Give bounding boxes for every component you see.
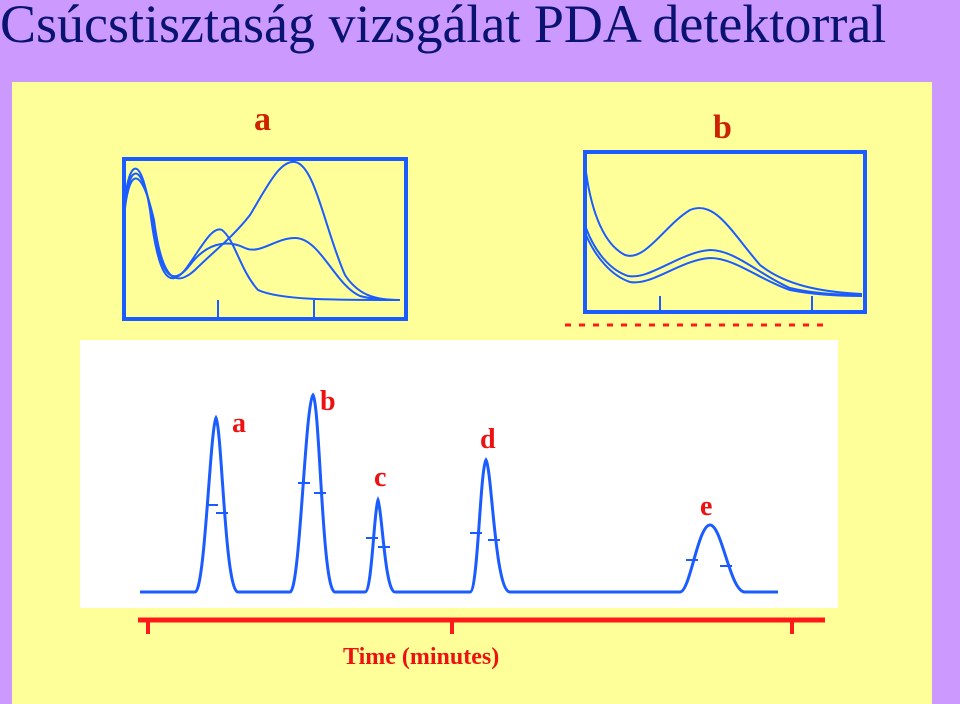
spectrum-b-curve-3: [585, 234, 863, 297]
spectrum-b-curve-2: [585, 227, 863, 296]
spectrum-a-curve-2: [123, 172, 401, 301]
spectrum-a: a: [122, 101, 408, 321]
spectrum-a-frame: [122, 157, 408, 321]
peak-label-c: c: [374, 462, 386, 493]
spectrum-b: b: [565, 109, 867, 327]
spectrum-b-frame: [583, 150, 867, 314]
chromatogram-trace: [140, 392, 778, 594]
spectrum-a-label: a: [254, 101, 271, 138]
spectrum-a-curve-3: [123, 160, 401, 301]
page-title: Csúcstisztaság vizsgálat PDA detektorral: [0, 0, 887, 54]
peak-label-e: e: [700, 491, 712, 522]
spectrum-b-curve-1: [585, 171, 863, 295]
peak-label-b: b: [320, 386, 336, 417]
spectrum-a-curve-1: [123, 167, 401, 301]
spectrum-b-label: b: [713, 109, 732, 146]
time-axis-label: Time (minutes): [343, 644, 499, 670]
peak-label-a: a: [232, 408, 246, 439]
chromatogram: a b c d e Time (minutes): [138, 386, 825, 670]
peak-label-d: d: [480, 424, 496, 455]
chromatogram-background: [80, 340, 838, 608]
